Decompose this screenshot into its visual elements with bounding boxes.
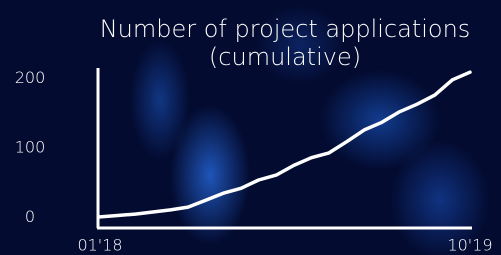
chart-subtitle: (cumulative): [209, 43, 361, 71]
data-line: [100, 72, 470, 217]
chart-title: Number of project applications: [100, 15, 471, 43]
x-tick-label: 01'18: [77, 236, 122, 255]
y-tick-label: 0: [25, 207, 35, 226]
y-tick-label: 100: [15, 138, 46, 157]
x-tick-label: 10'19: [447, 236, 492, 255]
y-tick-label: 200: [15, 68, 46, 87]
page: {"chart_data": {"type": "line", "title":…: [0, 0, 501, 255]
chart: Number of project applications (cumulati…: [0, 0, 501, 255]
